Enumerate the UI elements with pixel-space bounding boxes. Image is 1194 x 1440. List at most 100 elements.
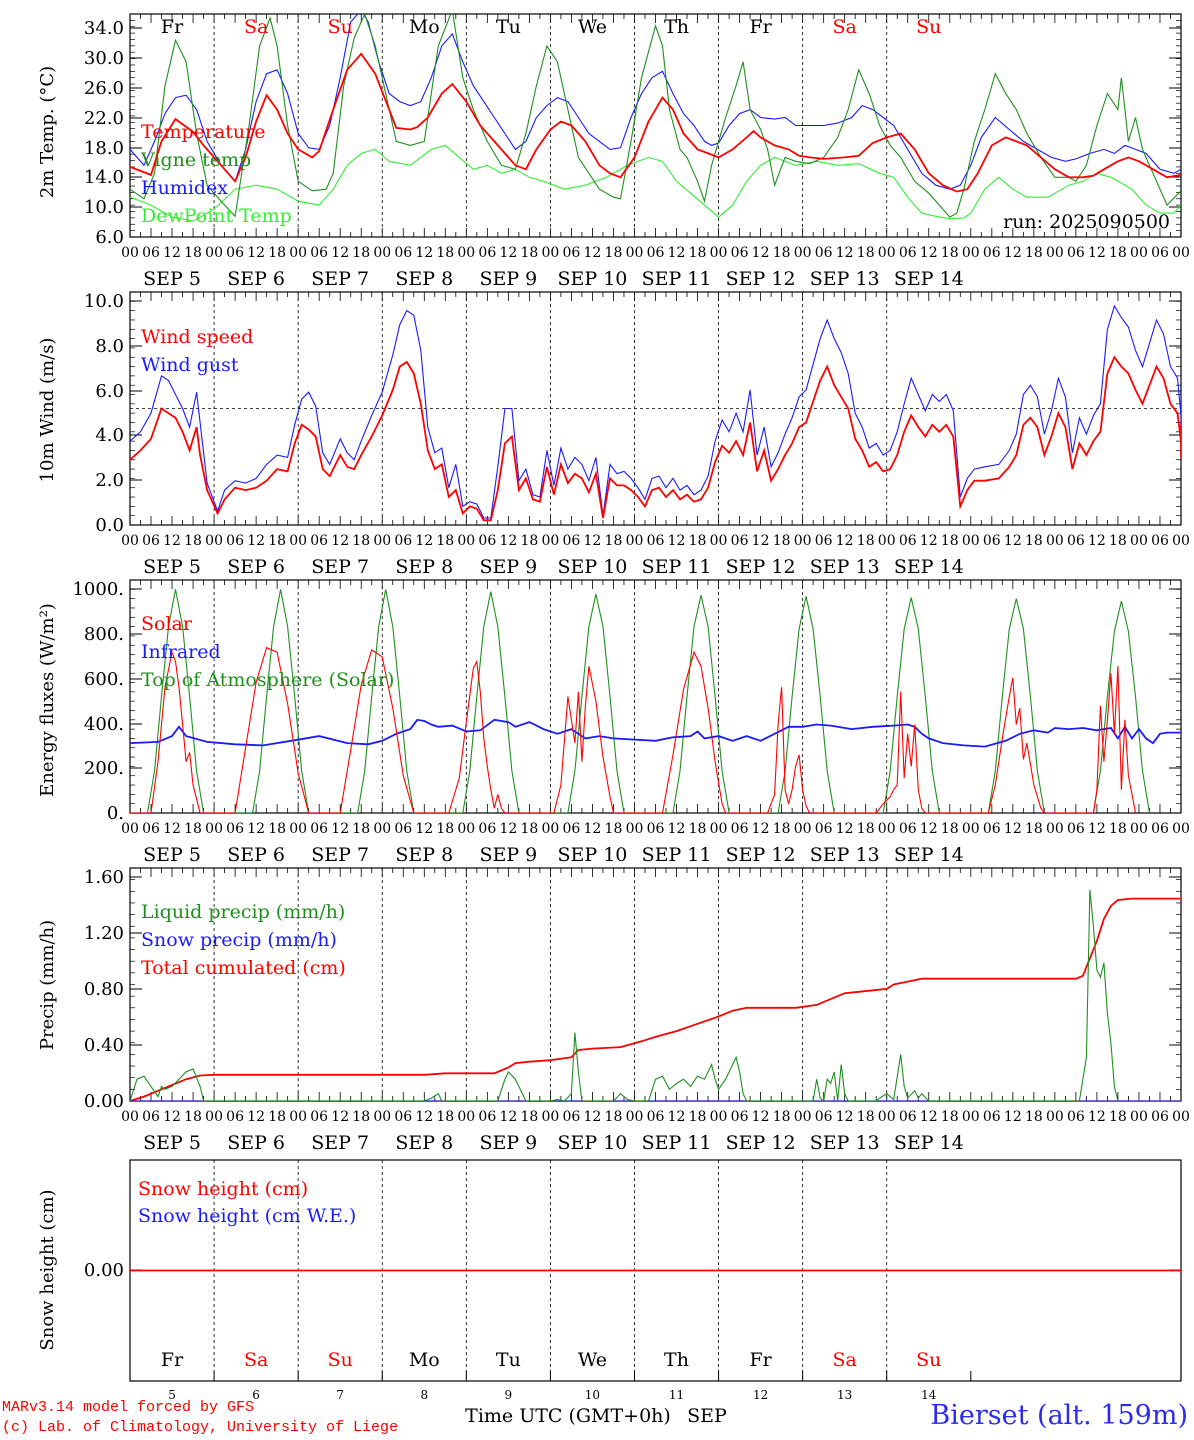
hour-tick-label: 18 (773, 245, 791, 261)
hour-tick-label: 00 (962, 821, 980, 837)
y-tick-label: 18.0 (84, 138, 124, 159)
hour-tick-label: 06 (899, 245, 917, 261)
hour-tick-label: 00 (794, 821, 812, 837)
hour-tick-label: 18 (857, 245, 875, 261)
y-axis-title: Precip (mm/h) (37, 920, 58, 1050)
hour-tick-label: 00 (878, 821, 896, 837)
day-number-label: 11 (669, 1388, 684, 1402)
y-tick-label: 14.0 (84, 167, 124, 188)
hour-tick-label: 00 (794, 533, 812, 549)
hour-tick-label: 00 (962, 1109, 980, 1125)
date-label: SEP 10 (557, 1132, 627, 1154)
legend-entry: Solar (141, 613, 193, 635)
hour-tick-label: 00 (121, 1109, 139, 1125)
date-label: SEP 14 (894, 1132, 964, 1154)
hour-tick-label: 06 (142, 821, 160, 837)
hour-tick-label: 12 (499, 821, 517, 837)
hour-tick-label: 00 (1046, 821, 1064, 837)
hour-tick-label: 00 (289, 1109, 307, 1125)
hour-tick-label: 18 (1025, 821, 1043, 837)
hour-tick-label: 06 (731, 1109, 749, 1125)
hour-tick-label: 06 (563, 245, 581, 261)
date-label: SEP 7 (311, 1132, 369, 1154)
hour-tick-label: 18 (857, 821, 875, 837)
date-label: SEP 14 (894, 556, 964, 578)
hour-tick-label: 06 (815, 533, 833, 549)
hour-tick-label: 12 (1004, 533, 1022, 549)
legend-entry: Total cumulated (cm) (141, 957, 346, 979)
hour-tick-label: 06 (310, 1109, 328, 1125)
y-tick-label: 0. (107, 803, 124, 824)
hour-tick-label: 18 (184, 821, 202, 837)
hour-tick-label: 00 (121, 245, 139, 261)
y-tick-label: 600. (84, 669, 124, 690)
hour-tick-label: 06 (394, 245, 412, 261)
hour-tick-label: 18 (689, 533, 707, 549)
hour-tick-label: 18 (773, 821, 791, 837)
hour-tick-label: 06 (563, 1109, 581, 1125)
hour-tick-label: 12 (1004, 245, 1022, 261)
hour-tick-label: 06 (899, 1109, 917, 1125)
hour-tick-label: 12 (331, 821, 349, 837)
hour-tick-label: 12 (247, 245, 265, 261)
hour-tick-label: 18 (352, 533, 370, 549)
date-label: SEP 8 (395, 556, 453, 578)
y-tick-label: 22.0 (84, 108, 124, 129)
hour-tick-label: 00 (457, 533, 475, 549)
hour-tick-label: 06 (647, 245, 665, 261)
date-label: SEP 13 (810, 556, 880, 578)
hour-tick-label: 00 (541, 533, 559, 549)
hour-tick-label: 06 (1151, 245, 1169, 261)
hour-tick-label: 18 (436, 245, 454, 261)
y-axis-title: Energy fluxes (W/m²) (37, 603, 58, 797)
series-layer (130, 14, 1181, 1272)
hour-tick-label: 18 (605, 1109, 623, 1125)
lab-credit: (c) Lab. of Climatology, University of L… (2, 1419, 399, 1436)
hour-tick-label: 06 (983, 533, 1001, 549)
date-label: SEP 8 (395, 1132, 453, 1154)
hour-tick-label: 00 (1130, 245, 1148, 261)
hour-tick-label: 12 (920, 533, 938, 549)
day-number-label: 12 (753, 1388, 768, 1402)
hour-tick-label: 06 (310, 533, 328, 549)
hour-tick-label: 06 (478, 533, 496, 549)
hour-tick-label: 00 (1130, 821, 1148, 837)
series-line (130, 14, 1181, 190)
hour-tick-label: 18 (436, 821, 454, 837)
hour-tick-label: 06 (647, 821, 665, 837)
hour-tick-label: 00 (289, 245, 307, 261)
date-label: SEP 11 (642, 556, 712, 578)
hour-tick-label: 12 (499, 533, 517, 549)
hour-tick-label: 06 (478, 821, 496, 837)
hour-tick-label: 00 (794, 1109, 812, 1125)
hour-tick-label: 00 (289, 533, 307, 549)
date-label: SEP 14 (894, 268, 964, 290)
date-label: SEP 5 (143, 268, 201, 290)
hour-tick-label: 00 (121, 533, 139, 549)
hour-tick-label: 12 (1088, 1109, 1106, 1125)
y-tick-label: 0.0 (95, 515, 124, 536)
hour-tick-label: 00 (205, 821, 223, 837)
series-line (130, 355, 1181, 522)
y-tick-label: 26.0 (84, 78, 124, 99)
series-line (130, 14, 1181, 218)
hour-tick-label: 18 (352, 821, 370, 837)
hour-tick-label: 06 (731, 821, 749, 837)
y-tick-label: 4.0 (95, 425, 124, 446)
weekday-label: Th (664, 16, 689, 38)
hour-tick-label: 12 (331, 1109, 349, 1125)
hour-tick-label: 00 (1046, 1109, 1064, 1125)
hour-tick-label: 12 (584, 533, 602, 549)
hour-tick-label: 06 (983, 821, 1001, 837)
hour-tick-label: 12 (1088, 245, 1106, 261)
hour-tick-label: 06 (1067, 821, 1085, 837)
hour-tick-label: 12 (1088, 533, 1106, 549)
weekday-label: Fr (161, 16, 184, 38)
hour-tick-label: 00 (373, 533, 391, 549)
hour-tick-label: 00 (457, 821, 475, 837)
hour-tick-label: 12 (752, 245, 770, 261)
hour-tick-label: 06 (899, 533, 917, 549)
date-label: SEP 7 (311, 844, 369, 866)
series-line (130, 889, 1119, 1101)
hour-tick-label: 18 (184, 245, 202, 261)
